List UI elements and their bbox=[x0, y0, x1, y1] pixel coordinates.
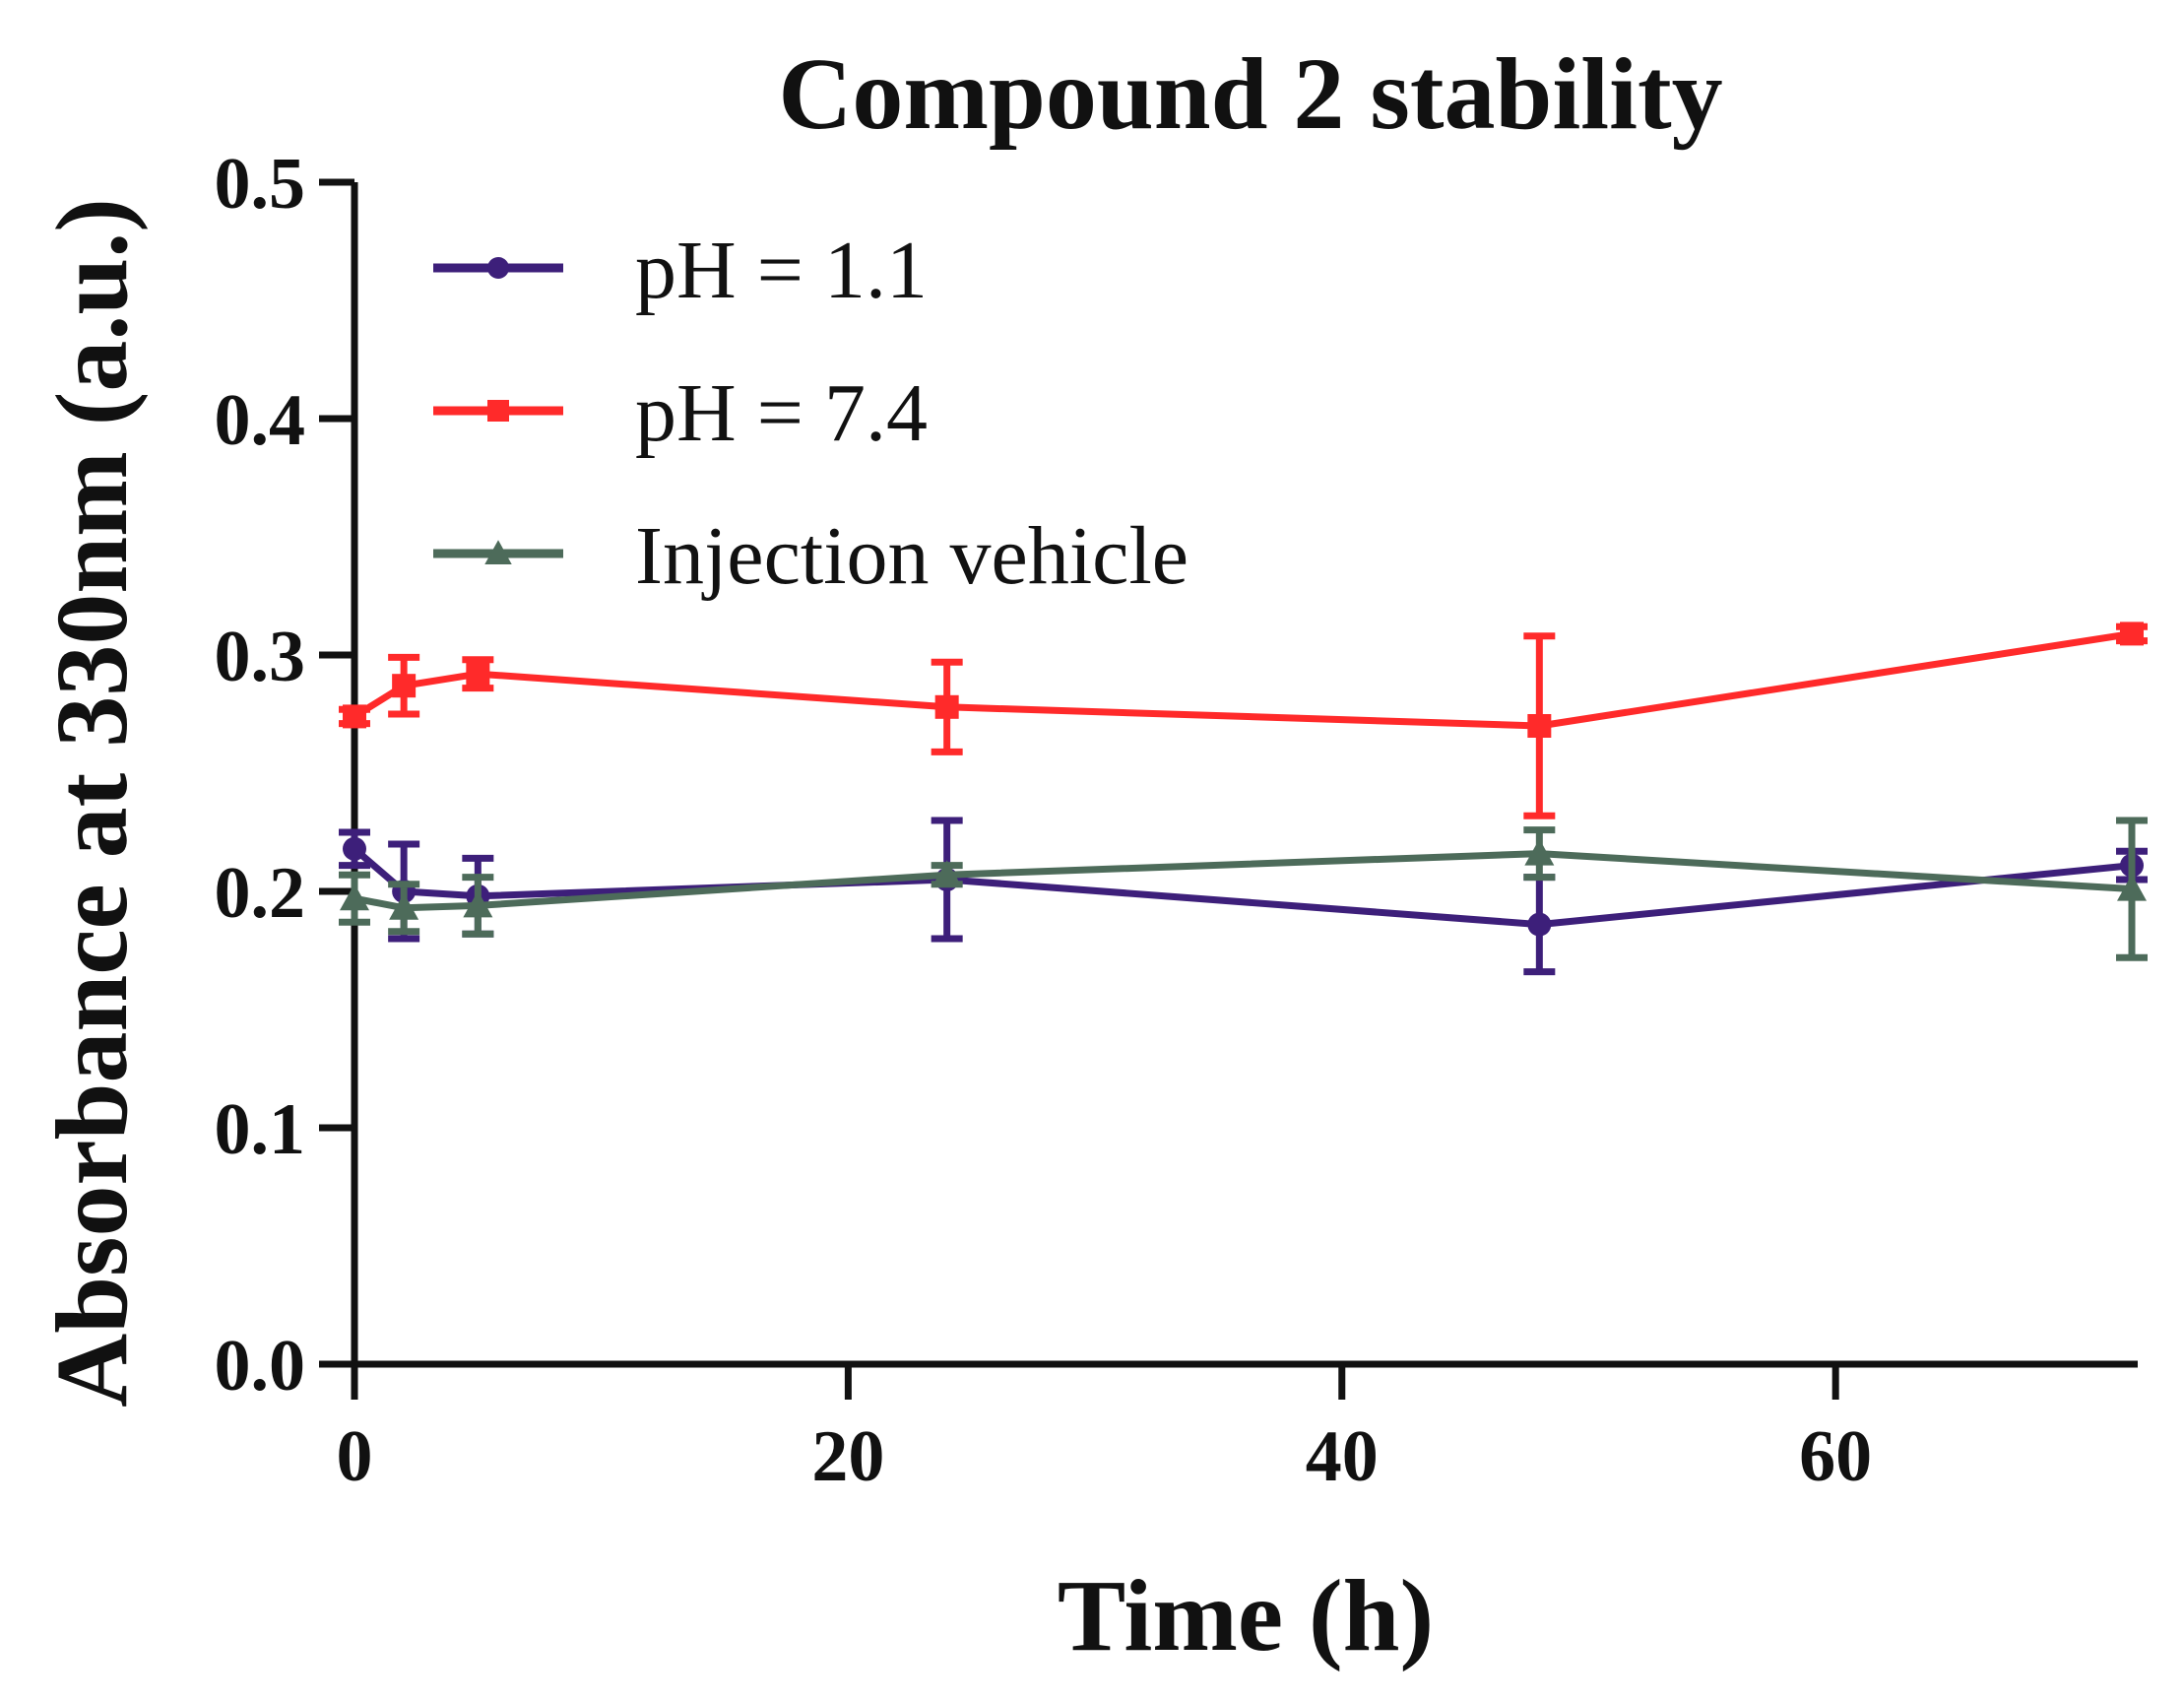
x-tick-label: 40 bbox=[1306, 1416, 1379, 1497]
data-point bbox=[392, 674, 417, 698]
legend-item: pH = 7.4 bbox=[433, 367, 928, 459]
y-tick-label: 0.4 bbox=[215, 380, 306, 461]
x-tick-label: 20 bbox=[811, 1416, 884, 1497]
x-tick-label: 0 bbox=[337, 1416, 373, 1497]
legend: pH = 1.1 pH = 7.4 Injection vehicle bbox=[433, 225, 1188, 602]
series-ph-7-4 bbox=[339, 622, 2148, 819]
data-point bbox=[1524, 838, 1555, 866]
data-point bbox=[487, 400, 509, 422]
chart-title: Compound 2 stability bbox=[778, 37, 1722, 151]
y-tick-label: 0.2 bbox=[215, 853, 306, 934]
data-point bbox=[340, 884, 369, 911]
y-tick-label: 0.5 bbox=[215, 144, 306, 225]
data-point bbox=[2120, 622, 2144, 646]
y-tick-label: 0.1 bbox=[215, 1089, 306, 1170]
y-tick-label: 0.3 bbox=[215, 617, 306, 697]
y-axis-title: Absorbance at 330nm (a.u.) bbox=[35, 198, 149, 1407]
legend-item: pH = 1.1 bbox=[433, 225, 928, 316]
y-tick-label: 0.0 bbox=[215, 1326, 306, 1407]
data-point bbox=[343, 836, 366, 861]
data-point bbox=[484, 540, 512, 564]
data-point bbox=[2117, 874, 2147, 901]
series-injection-vehicle bbox=[339, 817, 2148, 961]
data-point bbox=[1527, 912, 1552, 937]
data-point bbox=[463, 890, 493, 918]
data-point bbox=[389, 892, 419, 920]
data-point bbox=[466, 662, 490, 687]
x-axis-title: Time (h) bbox=[1058, 1559, 1434, 1672]
data-point bbox=[934, 694, 959, 719]
legend-item: Injection vehicle bbox=[433, 510, 1188, 602]
data-point bbox=[931, 860, 962, 887]
series-line bbox=[353, 629, 2133, 730]
series-line bbox=[352, 846, 2133, 929]
plot-area bbox=[339, 622, 2148, 976]
data-point bbox=[343, 704, 366, 729]
axes: 0.0 0.1 0.2 0.3 0.4 0.5 0 20 40 60 bbox=[215, 144, 2138, 1497]
series-line bbox=[353, 850, 2133, 912]
legend-label: pH = 1.1 bbox=[635, 225, 928, 316]
legend-label: Injection vehicle bbox=[635, 510, 1188, 602]
data-point bbox=[1527, 714, 1552, 738]
legend-label: pH = 7.4 bbox=[635, 367, 928, 459]
data-point bbox=[487, 257, 509, 279]
x-tick-label: 60 bbox=[1799, 1416, 1872, 1497]
